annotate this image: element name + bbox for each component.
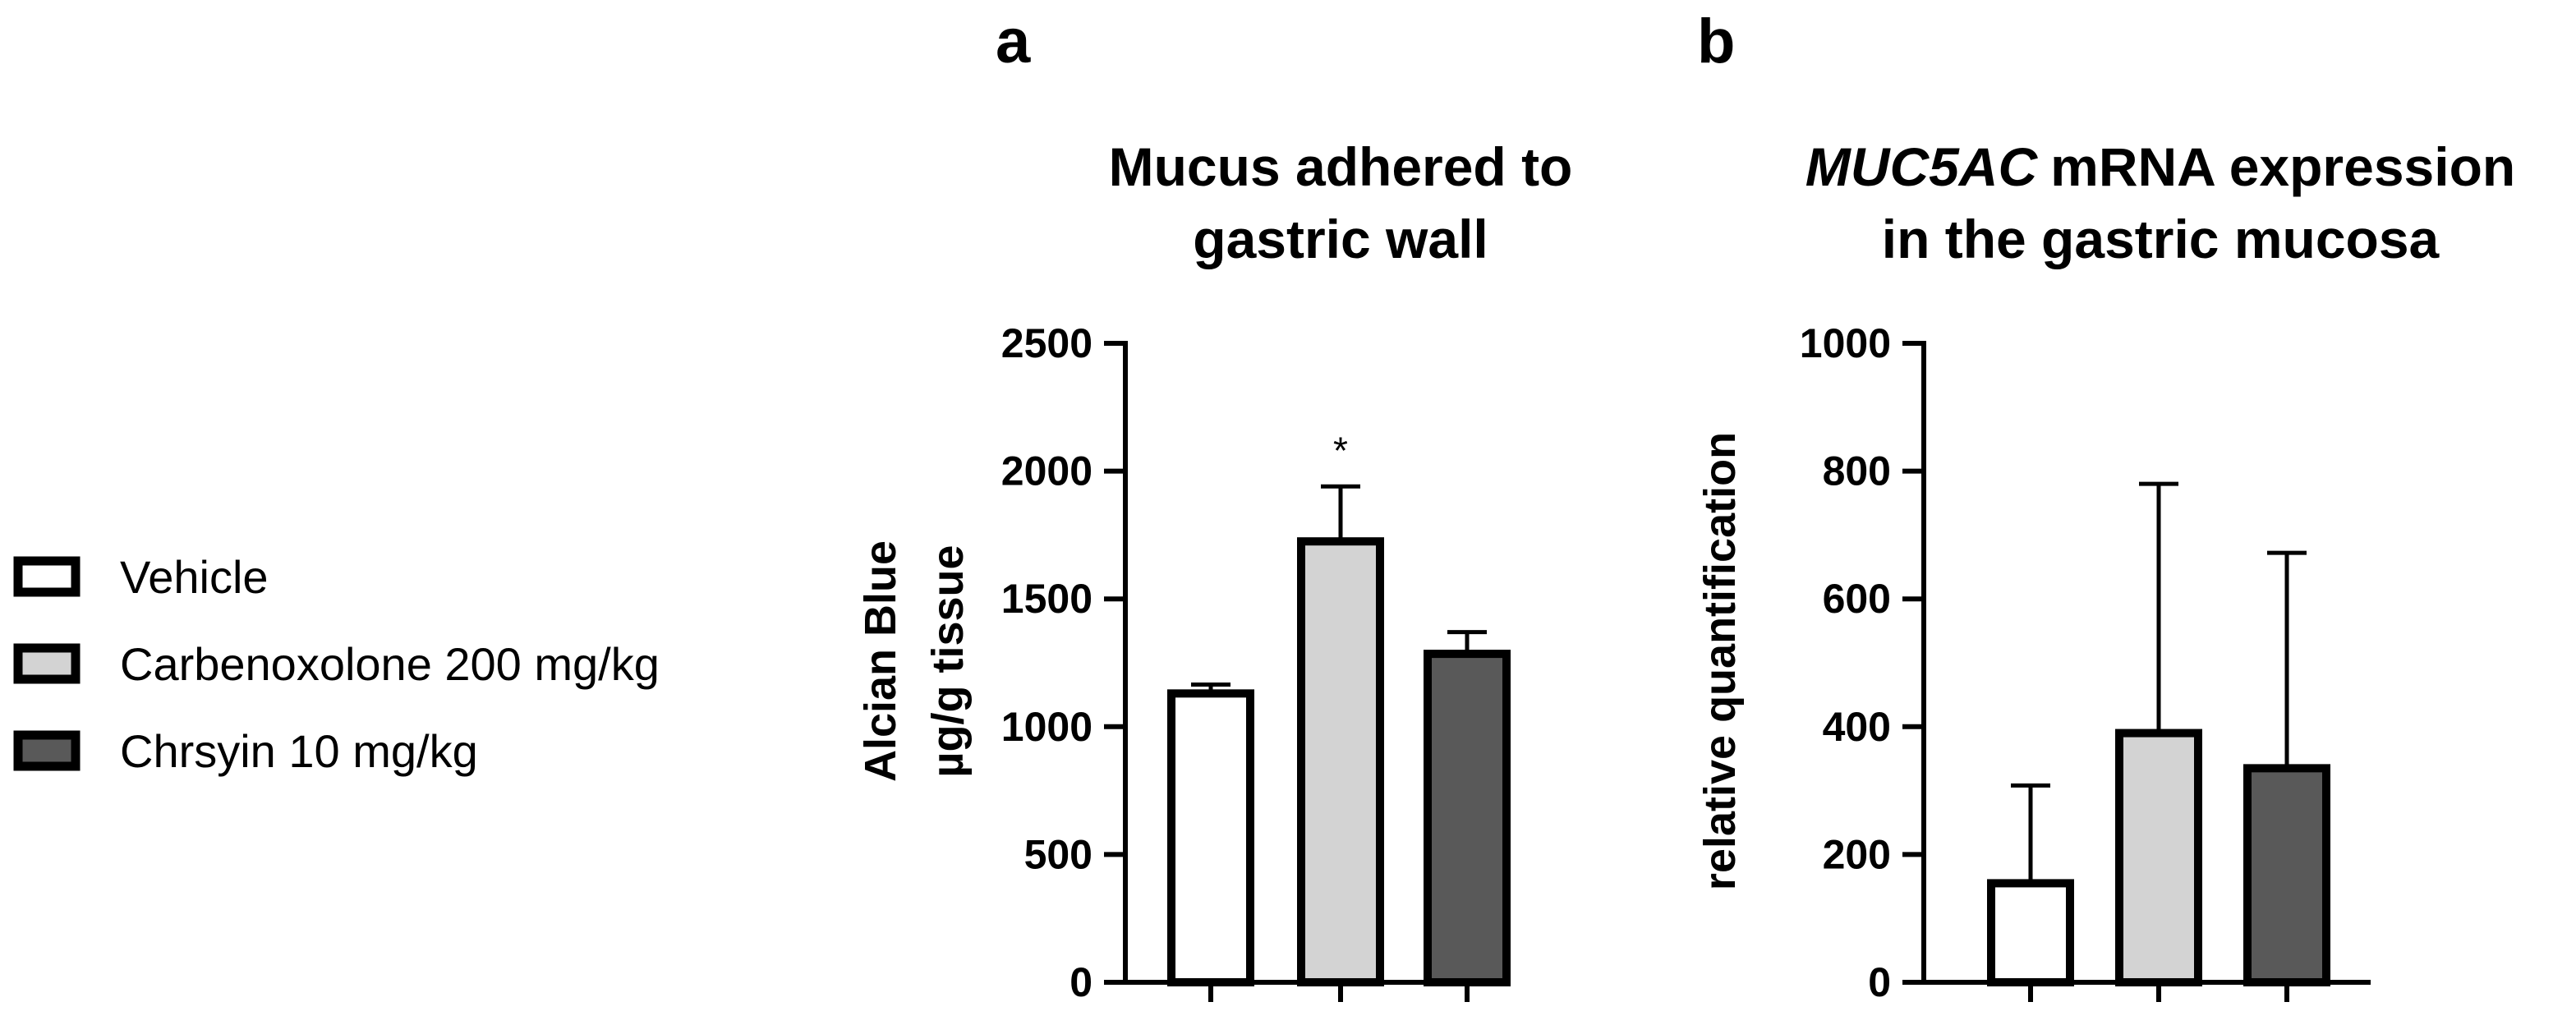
significance-marker: * [1333,429,1348,471]
panel-label-b: b [1697,7,1735,76]
chart-panel-a: a Mucus adhered to gastric wall Alcian B… [856,7,1572,1005]
y-tick-label: 500 [1024,831,1092,877]
bar [2115,729,2202,987]
bar [1297,537,1384,986]
bar [1424,650,1511,986]
chart-title-line-2: gastric wall [1193,209,1488,269]
y-tick-label: 2500 [1001,320,1092,366]
y-tick-label: 1000 [1800,320,1891,366]
legend-label-chrysin: Chrsyin 10 mg/kg [120,725,478,777]
legend-item-vehicle: Vehicle [13,551,269,603]
y-axis-label-line-2: µg/g tissue [923,545,973,777]
y-tick-label: 1000 [1001,704,1092,750]
bar [1987,879,2074,987]
y-tick-label: 1500 [1001,576,1092,622]
y-tick-label: 800 [1823,448,1891,494]
chart-title-rest: mRNA expression [2050,136,2515,197]
legend-item-chrysin: Chrsyin 10 mg/kg [13,725,478,777]
chart-title-gene: MUC5AC [1806,136,2039,197]
legend-label-vehicle: Vehicle [120,551,269,603]
chart-title-line-1: MUC5AC mRNA expression [1806,136,2515,197]
chart-title-line-1: Mucus adhered to [1109,136,1573,197]
bar [1167,689,1254,986]
y-tick-label: 0 [1868,959,1891,1005]
legend-label-carbenoxolone: Carbenoxolone 200 mg/kg [120,638,660,690]
y-tick-label: 0 [1070,959,1092,1005]
y-tick-label: 400 [1823,704,1891,750]
chart-title-line-2: in the gastric mucosa [1882,209,2440,269]
legend-swatch-chrysin [13,730,80,771]
chart-panel-b: b MUC5AC mRNA expression in the gastric m… [1695,7,2515,1005]
legend-swatch-carbenoxolone [13,643,80,684]
y-tick-label: 600 [1823,576,1891,622]
y-tick-label: 200 [1823,831,1891,877]
legend-swatch-vehicle [13,556,80,597]
panel-label-a: a [996,7,1031,76]
y-axis-label: relative quantification [1695,432,1745,890]
y-axis-label-line-1: Alcian Blue [856,540,905,782]
legend-item-carbenoxolone: Carbenoxolone 200 mg/kg [13,638,660,690]
y-tick-label: 2000 [1001,448,1092,494]
bar [2243,764,2330,986]
legend: Vehicle Carbenoxolone 200 mg/kg Chrsyin … [13,551,660,777]
